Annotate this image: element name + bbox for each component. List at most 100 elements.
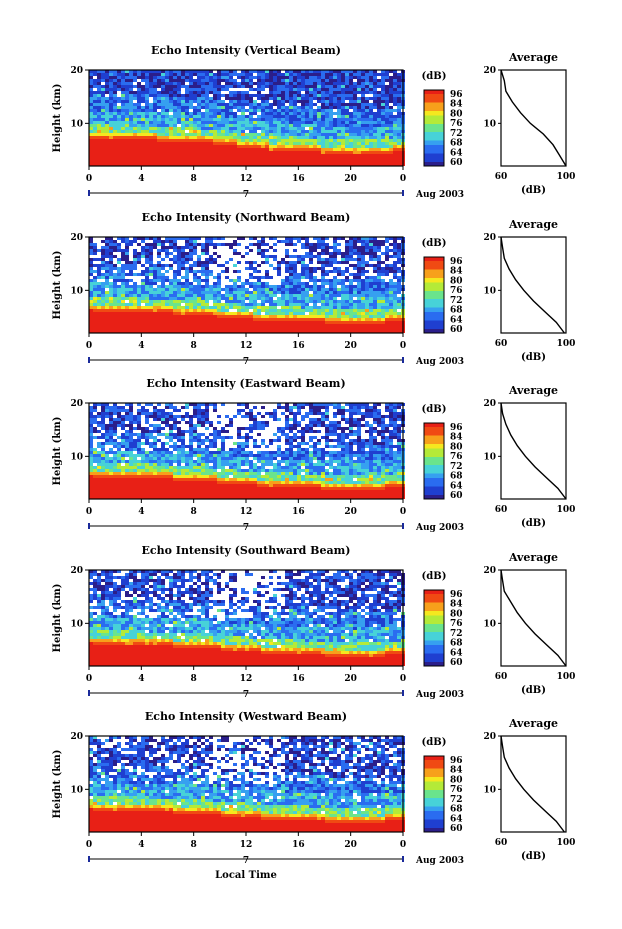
heatmap-cell [237, 273, 241, 276]
heatmap-cell [153, 306, 157, 309]
heatmap-cell [369, 294, 373, 297]
heatmap-cell [341, 118, 345, 121]
heatmap-cell [193, 163, 197, 166]
heatmap-cell [189, 249, 193, 252]
heatmap-cell [173, 82, 177, 85]
heatmap-cell [257, 121, 261, 124]
heatmap-cell [309, 160, 313, 163]
colorbar-tick-label: 84 [450, 100, 463, 110]
heatmap-cell [205, 270, 209, 273]
heatmap-cell [345, 157, 349, 160]
heatmap-cell [173, 264, 177, 267]
heatmap-cell [149, 97, 153, 100]
heatmap-cell [129, 160, 133, 163]
heatmap-cell [349, 109, 353, 112]
heatmap-cell [289, 258, 293, 261]
heatmap-cell [325, 79, 329, 82]
heatmap-cell [317, 264, 321, 267]
heatmap-cell [381, 327, 385, 330]
heatmap-cell [141, 136, 145, 139]
heatmap-cell [185, 279, 189, 282]
heatmap-cell [337, 315, 341, 318]
heatmap-cell [221, 279, 225, 282]
heatmap-cell [345, 261, 349, 264]
heatmap-cell [137, 124, 141, 127]
panel-title: Echo Intensity (Vertical Beam) [151, 44, 341, 57]
heatmap-cell [349, 97, 353, 100]
heatmap-cell [269, 127, 273, 130]
heatmap-cell [257, 70, 261, 73]
heatmap-cell [117, 306, 121, 309]
heatmap-cell [161, 73, 165, 76]
heatmap-cell [149, 321, 153, 324]
heatmap-cell [101, 100, 105, 103]
heatmap-cell [297, 255, 301, 258]
heatmap-cell [269, 300, 273, 303]
heatmap-cell [285, 121, 289, 124]
heatmap-cell [289, 106, 293, 109]
heatmap-cell [253, 240, 257, 243]
heatmap-cell [169, 124, 173, 127]
heatmap-cell [165, 124, 169, 127]
heatmap-cell [125, 130, 129, 133]
heatmap-cell [361, 88, 365, 91]
heatmap-cell [145, 261, 149, 264]
heatmap-cell [105, 76, 109, 79]
heatmap-cell [157, 255, 161, 258]
heatmap-cell [217, 300, 221, 303]
heatmap-cell [333, 300, 337, 303]
heatmap-cell [177, 148, 181, 151]
heatmap-cell [329, 288, 333, 291]
heatmap-cell [245, 243, 249, 246]
heatmap-cell [205, 312, 209, 315]
heatmap-cell [365, 321, 369, 324]
heatmap-cell [285, 258, 289, 261]
heatmap-cell [293, 246, 297, 249]
heatmap-cell [337, 273, 341, 276]
heatmap-cell [233, 279, 237, 282]
heatmap-cell [193, 70, 197, 73]
heatmap-cell [217, 100, 221, 103]
heatmap-cell [105, 127, 109, 130]
heatmap-cell [209, 240, 213, 243]
heatmap-cell [329, 327, 333, 330]
heatmap-cell [189, 97, 193, 100]
heatmap-cell [373, 240, 377, 243]
heatmap-cell [377, 309, 381, 312]
heatmap-cell [281, 246, 285, 249]
heatmap-cell [121, 249, 125, 252]
heatmap-cell [345, 243, 349, 246]
heatmap-cell [105, 330, 109, 333]
heatmap-cell [301, 321, 305, 324]
heatmap-cell [285, 70, 289, 73]
heatmap-cell [113, 118, 117, 121]
heatmap-cell [141, 261, 145, 264]
heatmap-cell [365, 70, 369, 73]
heatmap-cell [113, 121, 117, 124]
heatmap-cell [161, 112, 165, 115]
heatmap-cell [257, 160, 261, 163]
heatmap-cell [121, 124, 125, 127]
heatmap-cell [201, 133, 205, 136]
heatmap-cell [161, 240, 165, 243]
heatmap-cell [309, 103, 313, 106]
heatmap-cell [165, 258, 169, 261]
heatmap-cell [125, 106, 129, 109]
heatmap-cell [253, 97, 257, 100]
heatmap-cell [121, 163, 125, 166]
heatmap-cell [233, 145, 237, 148]
heatmap-cell [297, 136, 301, 139]
heatmap-cell [89, 312, 93, 315]
heatmap-cell [369, 157, 373, 160]
heatmap-cell [261, 294, 265, 297]
heatmap-cell [113, 103, 117, 106]
heatmap-cell [101, 112, 105, 115]
heatmap-cell [385, 106, 389, 109]
heatmap-cell [329, 258, 333, 261]
heatmap-cell [245, 70, 249, 73]
colorbar-frame [423, 89, 445, 167]
heatmap-cell [261, 306, 265, 309]
heatmap-cell [381, 321, 385, 324]
heatmap-cell [117, 282, 121, 285]
colorbar-swatch [424, 149, 444, 154]
